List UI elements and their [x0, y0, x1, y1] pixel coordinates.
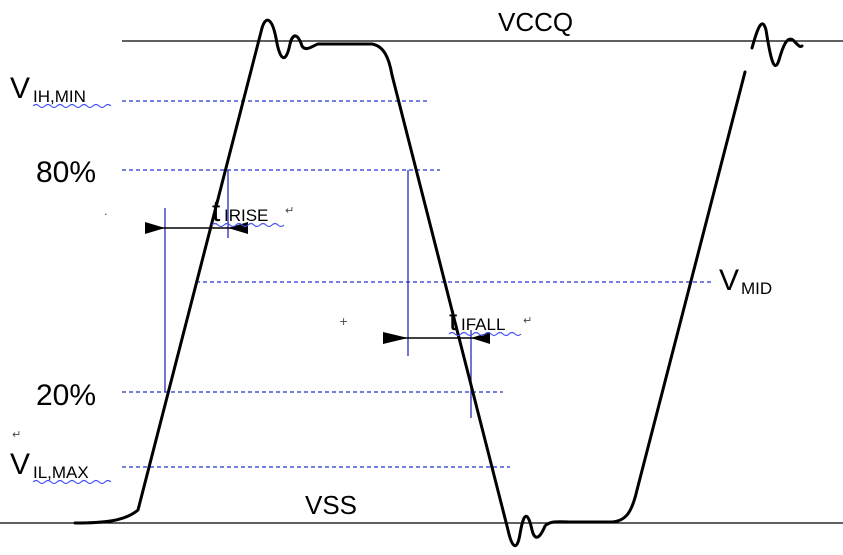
return-mark-vil: ↵ — [12, 428, 21, 441]
cross-mark: + — [339, 315, 348, 328]
vccq-label: VCCQ — [498, 7, 573, 37]
vss-label: VSS — [305, 490, 357, 520]
vmid-label-sub: MID — [741, 279, 772, 298]
t-fall-label-sub: IFALL — [461, 315, 505, 334]
fall-arrow-head-right — [383, 332, 408, 344]
fall-arrow-head-left — [471, 332, 490, 344]
rise-arrow-head-left — [228, 222, 248, 234]
vil-max-label-sub: IL,MAX — [33, 463, 89, 482]
rise-arrow-head-right — [145, 222, 165, 234]
t-fall-spellcheck-squiggle — [448, 331, 522, 337]
80-percent-label: 80% — [36, 156, 96, 189]
t-rise-label-main: t — [212, 195, 221, 228]
vih-min-spellcheck-squiggle — [32, 103, 112, 109]
return-mark-rise: ↵ — [285, 204, 294, 217]
t-fall-label-main: t — [449, 304, 458, 337]
signal-waveform-ringing — [750, 22, 804, 68]
vil-max-spellcheck-squiggle — [32, 479, 112, 485]
signal-waveform — [73, 18, 747, 547]
vih-min-label-main: V — [10, 72, 30, 105]
return-mark-fall: ↵ — [523, 314, 532, 327]
dot-mark: · — [104, 208, 108, 221]
vil-max-label-main: V — [10, 448, 30, 481]
vih-min-label-sub: IH,MIN — [33, 87, 86, 106]
t-rise-label-sub: IRISE — [224, 206, 268, 225]
20-percent-label: 20% — [36, 379, 96, 412]
t-rise-spellcheck-squiggle — [211, 222, 285, 228]
vmid-label-main: V — [719, 264, 739, 297]
